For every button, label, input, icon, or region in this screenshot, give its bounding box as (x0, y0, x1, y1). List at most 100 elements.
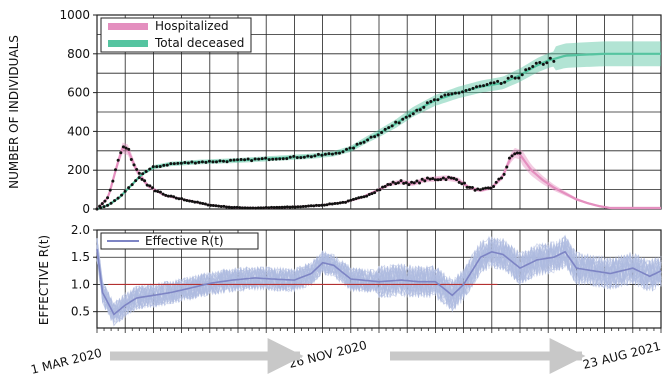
hospitalized-point (418, 181, 422, 185)
hospitalized-point (344, 200, 348, 204)
hospitalized-point (119, 151, 123, 155)
deceased-point (376, 133, 380, 137)
deceased-point (531, 64, 535, 68)
top-y-tick-label: 1000 (59, 8, 90, 22)
deceased-point (548, 56, 552, 60)
hospitalized-point (174, 196, 178, 200)
hospitalized-point (280, 205, 284, 209)
hospitalized-point (415, 179, 419, 183)
deceased-point (383, 127, 387, 131)
hospitalized-point (246, 206, 250, 210)
hospitalized-point (240, 206, 244, 210)
deceased-point (345, 147, 349, 151)
deceased-point (260, 157, 264, 161)
deceased-point (165, 163, 169, 167)
hospitalized-point (158, 190, 162, 194)
top-y-tick-label: 0 (82, 202, 90, 216)
hospitalized-point (370, 192, 374, 196)
bottom-y-tick-label: 1.5 (71, 250, 90, 264)
hospitalized-point (367, 192, 371, 196)
deceased-point (302, 155, 306, 159)
deceased-point (190, 160, 194, 164)
hospitalized-point (317, 204, 321, 208)
hospitalized-point (465, 185, 469, 189)
hospitalized-point (219, 204, 223, 208)
hospitalized-point (478, 188, 482, 192)
hospitalized-point (330, 202, 334, 206)
hospitalized-point (341, 200, 345, 204)
legend-swatch-deceased (108, 40, 148, 47)
hospitalized-point (412, 181, 416, 185)
bottom-legend-box (100, 232, 259, 250)
hospitalized-point (365, 194, 369, 198)
legend-swatch-hospitalized (108, 23, 148, 30)
deceased-point (552, 59, 556, 63)
hospitalized-point (436, 178, 440, 182)
hospitalized-point (351, 197, 355, 201)
hospitalized-point (283, 205, 287, 209)
rt-median-line (96, 248, 662, 316)
deceased-point (513, 76, 517, 80)
deceased-point (186, 161, 190, 165)
hospitalized-point (513, 152, 517, 156)
hospitalized-point (251, 206, 255, 210)
hospitalized-point (198, 201, 202, 205)
hospitalized-point (449, 176, 453, 180)
deceased-point (288, 155, 292, 159)
hospitalized-point (354, 197, 358, 201)
deceased-point (492, 81, 496, 85)
hospitalized-point (484, 186, 488, 190)
deceased-point (432, 98, 436, 102)
hospitalized-point (455, 178, 459, 182)
deceased-point (229, 158, 233, 162)
deceased-point (278, 157, 282, 161)
hospitalized-point (264, 206, 268, 210)
hospitalized-point (312, 204, 316, 208)
hospitalized-point (248, 206, 252, 210)
hospitalized-point (378, 188, 382, 192)
deceased-point (313, 154, 317, 158)
deceased-point (127, 186, 131, 190)
hospitalized-point (137, 171, 141, 175)
deceased-point (176, 161, 180, 165)
deceased-point (352, 146, 356, 150)
hospitalized-point (346, 199, 350, 203)
hospitalized-point (232, 205, 236, 209)
hospitalized-point (140, 177, 144, 181)
hospitalized-point (135, 167, 139, 171)
hospitalized-point (203, 202, 207, 206)
deceased-point (267, 158, 271, 162)
hospitalized-point (177, 197, 181, 201)
deceased-point (169, 162, 173, 166)
hospitalized-point (103, 199, 107, 203)
hospitalized-point (121, 145, 125, 149)
hospitalized-point (428, 177, 432, 181)
hospitalized-point (320, 203, 324, 207)
hospitalized-point (494, 180, 498, 184)
deceased-point (460, 90, 464, 94)
hospitalized-point (441, 176, 445, 180)
hospitalized-point (375, 188, 379, 192)
deceased-point (489, 81, 493, 85)
hospitalized-point (227, 205, 231, 209)
rt-trajectory (96, 236, 662, 320)
deceased-point (123, 189, 127, 193)
hospitalized-point (108, 188, 112, 192)
deceased-point (309, 155, 313, 159)
deceased-point (359, 141, 363, 145)
hospitalized-point (502, 172, 506, 176)
hospitalized-point (129, 157, 133, 161)
hospitalized-point (209, 203, 213, 207)
hospitalized-point (476, 187, 480, 191)
deceased-point (232, 158, 236, 162)
deceased-point (334, 151, 338, 155)
hospitalized-point (180, 197, 184, 201)
deceased-point (109, 201, 113, 205)
deceased-point (179, 161, 183, 165)
deceased-point (401, 117, 405, 121)
hospitalized-point (410, 180, 414, 184)
deceased-point (257, 157, 261, 161)
deceased-point (253, 157, 257, 161)
top-y-tick-label: 200 (67, 163, 90, 177)
hospitalized-point (293, 205, 297, 209)
